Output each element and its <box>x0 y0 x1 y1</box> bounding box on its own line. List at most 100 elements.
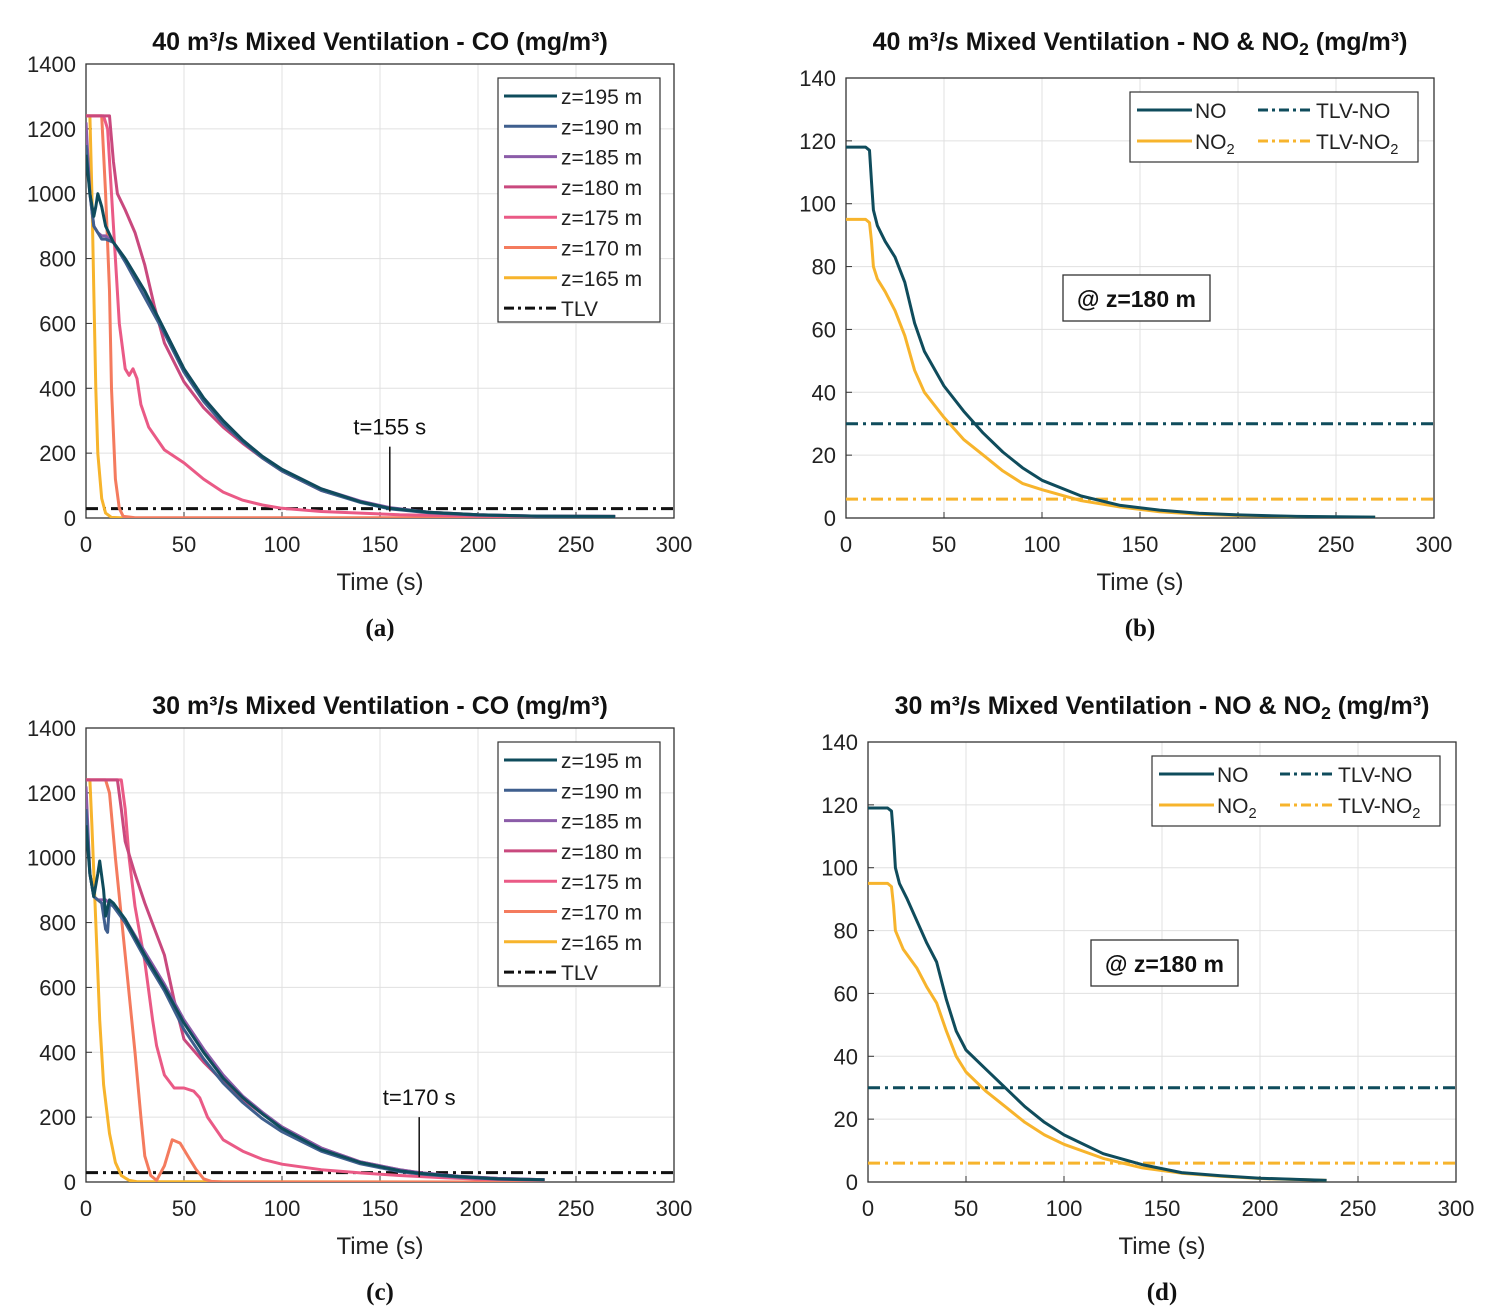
x-tick-label: 300 <box>1438 1196 1475 1221</box>
legend-box <box>497 741 661 987</box>
legend-label: z=180 m <box>561 177 642 200</box>
legend-box <box>1129 91 1419 163</box>
legend-label: z=185 m <box>561 147 642 170</box>
panel-caption: (b) <box>1125 615 1156 642</box>
y-tick-label: 100 <box>799 192 836 217</box>
y-tick-label: 0 <box>824 506 836 531</box>
y-tick-label: 80 <box>834 919 858 944</box>
x-tick-label: 50 <box>172 532 196 557</box>
legend-label: NO <box>1217 764 1249 787</box>
series-group <box>86 778 674 1182</box>
x-tick-label: 250 <box>1318 532 1355 557</box>
y-tick-label: 1000 <box>27 182 76 207</box>
legend-label: TLV-NO <box>1338 764 1412 787</box>
legend-label: z=165 m <box>561 268 642 291</box>
y-tick-label: 600 <box>39 975 76 1000</box>
legend-label: z=180 m <box>561 841 642 864</box>
y-tick-label: 40 <box>834 1044 858 1069</box>
legend-label: TLV-NO <box>1316 100 1390 123</box>
annotation-box-text: @ z=180 m <box>1105 951 1224 977</box>
y-tick-label: 400 <box>39 1040 76 1065</box>
y-tick-label: 800 <box>39 911 76 936</box>
x-axis-label: Time (s) <box>336 1233 423 1260</box>
y-tick-label: 20 <box>812 443 836 468</box>
series-line-z-170-m <box>86 114 616 518</box>
chart-d: 30 m³/s Mixed Ventilation - NO & NO2 (mg… <box>821 692 1474 1306</box>
series-line-no-2 <box>868 881 1327 1182</box>
x-tick-label: 200 <box>460 1196 497 1221</box>
y-tick-label: 0 <box>64 1170 76 1195</box>
series-line-z-175-m <box>86 114 616 518</box>
legend-label: TLV <box>561 962 598 985</box>
series-line-z-165-m <box>86 114 616 518</box>
series-line-z-195-m <box>86 154 616 518</box>
series-group <box>846 145 1434 518</box>
legend-label: NO <box>1195 100 1227 123</box>
series-line-no <box>868 806 1327 1182</box>
chart-title: 30 m³/s Mixed Ventilation - NO & NO2 (mg… <box>895 692 1430 723</box>
series-group <box>868 806 1456 1182</box>
y-tick-label: 600 <box>39 311 76 336</box>
chart-a: 40 m³/s Mixed Ventilation - CO (mg/m³) 0 5… <box>27 28 692 642</box>
x-tick-label: 300 <box>1416 532 1453 557</box>
y-tick-label: 1000 <box>27 846 76 871</box>
x-tick-label: 250 <box>558 1196 595 1221</box>
x-tick-label: 300 <box>656 1196 693 1221</box>
x-tick-label: 100 <box>264 532 301 557</box>
legend-label: z=195 m <box>561 750 642 773</box>
y-tick-label: 140 <box>799 66 836 91</box>
legend-label: z=185 m <box>561 811 642 834</box>
x-tick-label: 200 <box>1242 1196 1279 1221</box>
chart-title: 40 m³/s Mixed Ventilation - CO (mg/m³) <box>152 28 608 56</box>
x-tick-label: 100 <box>1046 1196 1083 1221</box>
legend-label: z=175 m <box>561 871 642 894</box>
x-tick-label: 200 <box>1220 532 1257 557</box>
legend-label: z=195 m <box>561 86 642 109</box>
annotation-text: t=170 s <box>383 1085 456 1110</box>
series-line-no <box>846 145 1376 518</box>
annotation-box <box>1062 274 1211 322</box>
x-axis-label: Time (s) <box>1096 569 1183 596</box>
legend-label: z=190 m <box>561 116 642 139</box>
legend: NO NO2 TLV-NO TLV-NO2 <box>1151 755 1441 827</box>
panel-caption: (a) <box>365 615 394 642</box>
series-line-z-165-m <box>86 778 545 1182</box>
legend: NO NO2 TLV-NO TLV-NO2 <box>1129 91 1419 163</box>
x-tick-label: 300 <box>656 532 693 557</box>
y-tick-label: 80 <box>812 255 836 280</box>
x-tick-label: 100 <box>1024 532 1061 557</box>
x-tick-label: 0 <box>80 1196 92 1221</box>
y-tick-label: 1200 <box>27 117 76 142</box>
x-tick-label: 150 <box>1122 532 1159 557</box>
chart-b: 40 m³/s Mixed Ventilation - NO & NO2 (mg… <box>799 28 1452 642</box>
y-tick-label: 400 <box>39 376 76 401</box>
x-tick-label: 100 <box>264 1196 301 1221</box>
y-tick-label: 60 <box>834 981 858 1006</box>
legend-label: z=170 m <box>561 238 642 261</box>
legend-label: z=170 m <box>561 902 642 925</box>
x-tick-label: 250 <box>1340 1196 1377 1221</box>
x-axis-label: Time (s) <box>1118 1233 1205 1260</box>
y-tick-label: 800 <box>39 247 76 272</box>
x-tick-label: 50 <box>172 1196 196 1221</box>
annotation-text: t=155 s <box>353 415 426 440</box>
legend: z=195 m z=190 m z=185 m z=180 m z=175 m z=170… <box>497 741 661 987</box>
x-tick-label: 50 <box>932 532 956 557</box>
y-tick-label: 20 <box>834 1107 858 1132</box>
legend-box <box>1151 755 1441 827</box>
chart-title: 40 m³/s Mixed Ventilation - NO & NO2 (mg… <box>873 28 1408 59</box>
legend-label: TLV-NO2 <box>1338 795 1420 822</box>
x-axis-label: Time (s) <box>336 569 423 596</box>
series-line-z-195-m <box>86 825 545 1182</box>
legend-label: NO2 <box>1217 795 1257 822</box>
x-tick-label: 0 <box>80 532 92 557</box>
y-tick-label: 120 <box>821 793 858 818</box>
x-tick-label: 150 <box>1144 1196 1181 1221</box>
x-tick-label: 50 <box>954 1196 978 1221</box>
y-tick-label: 1200 <box>27 781 76 806</box>
x-tick-label: 0 <box>862 1196 874 1221</box>
legend-label: TLV-NO2 <box>1316 131 1398 158</box>
y-tick-label: 0 <box>64 506 76 531</box>
y-tick-label: 60 <box>812 317 836 342</box>
